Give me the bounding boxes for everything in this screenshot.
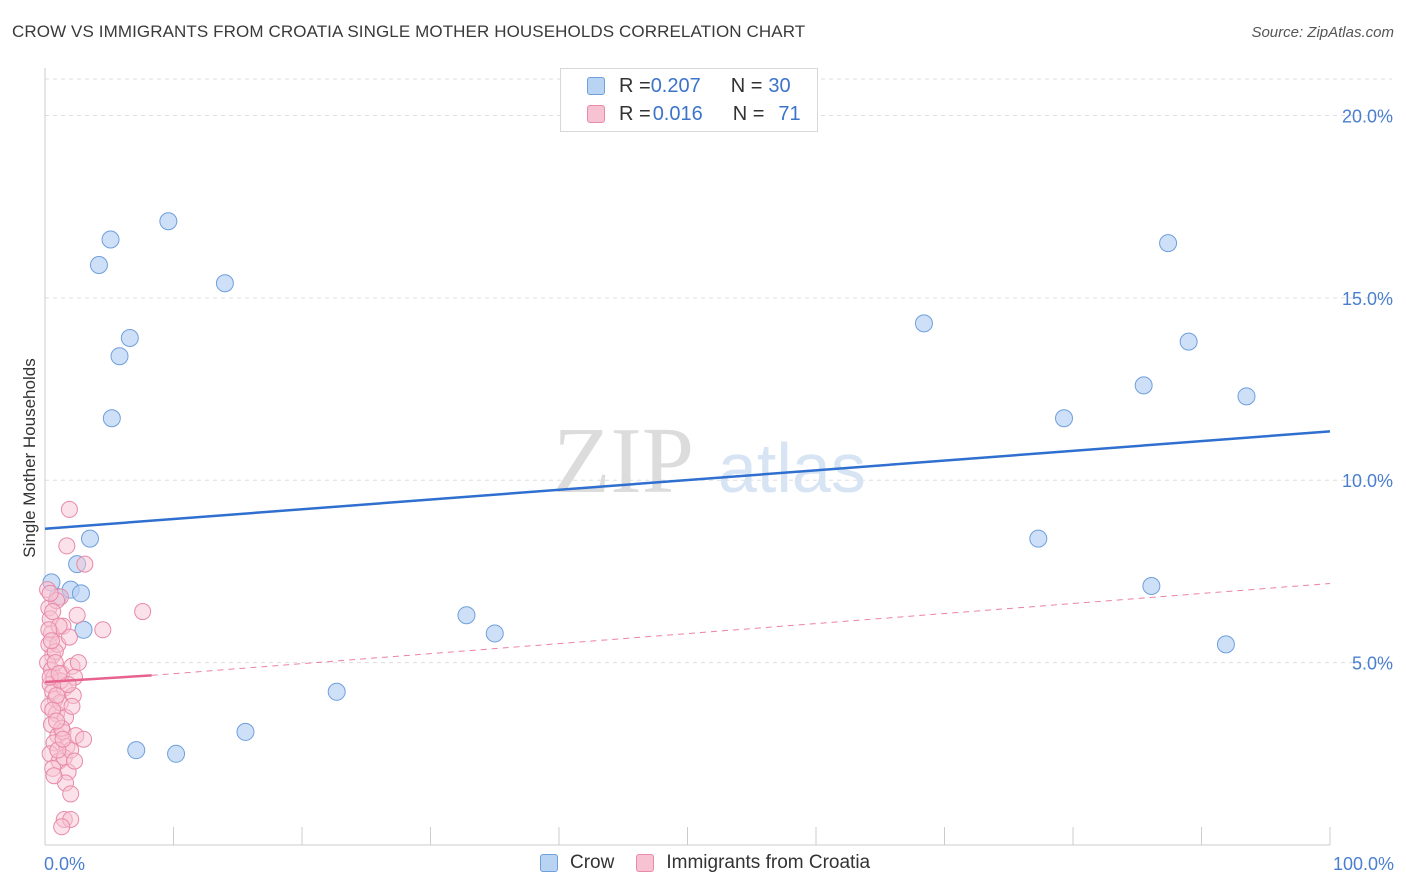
croatia-point bbox=[94, 621, 112, 639]
croatia-point bbox=[66, 752, 84, 770]
correlation-legend: R = 0.207 N = 30 R = 0.016 N = 71 bbox=[560, 68, 818, 132]
croatia-point bbox=[134, 603, 152, 621]
series-label-crow: Crow bbox=[570, 852, 615, 873]
crow-point bbox=[167, 744, 186, 763]
crow-point bbox=[101, 230, 120, 249]
croatia-point bbox=[58, 537, 76, 555]
crow-trend-line bbox=[44, 430, 1331, 530]
axis-layer bbox=[44, 68, 1331, 846]
croatia-trend-line-extension bbox=[151, 582, 1331, 676]
crow-point bbox=[1029, 529, 1048, 548]
legend-row-croatia: R = 0.016 N = 71 bbox=[561, 101, 801, 127]
crow-point bbox=[1134, 376, 1153, 395]
croatia-point bbox=[76, 555, 94, 573]
croatia-point bbox=[42, 632, 60, 650]
crow-point bbox=[1179, 332, 1198, 351]
chart-title: CROW VS IMMIGRANTS FROM CROATIA SINGLE M… bbox=[12, 22, 806, 41]
croatia-point bbox=[75, 730, 93, 748]
crow-point bbox=[89, 256, 108, 275]
crow-point bbox=[74, 620, 93, 639]
legend-r-value-crow: 0.207 bbox=[650, 74, 701, 97]
croatia-point bbox=[48, 712, 66, 730]
watermark-zip: ZIP bbox=[553, 409, 694, 513]
x-tick-label-max: 100.0% bbox=[1333, 854, 1394, 874]
tick-labels: 0.0% 100.0% 5.0% 10.0% 15.0% 20.0% bbox=[44, 106, 1394, 874]
trend-layer bbox=[44, 430, 1331, 684]
legend-r-label: R = bbox=[619, 102, 651, 125]
y-tick-label: 20.0% bbox=[1342, 106, 1393, 126]
croatia-point bbox=[44, 603, 62, 621]
legend-n-value-crow: 30 bbox=[768, 74, 791, 97]
crow-point bbox=[1055, 409, 1074, 428]
watermark: ZIP atlas bbox=[553, 409, 866, 513]
legend-swatch-croatia bbox=[587, 105, 605, 123]
crow-point bbox=[1159, 234, 1178, 253]
source-label: Source: ZipAtlas.com bbox=[1251, 24, 1394, 41]
croatia-point bbox=[53, 818, 71, 836]
points-layer bbox=[39, 212, 1256, 836]
legend-row-crow: R = 0.207 N = 30 bbox=[561, 73, 791, 99]
crow-point bbox=[485, 624, 504, 643]
series-swatch-crow bbox=[540, 854, 558, 872]
legend-swatch-crow bbox=[587, 77, 605, 95]
y-tick-label: 15.0% bbox=[1342, 289, 1393, 309]
croatia-point bbox=[54, 730, 72, 748]
croatia-point bbox=[63, 697, 81, 715]
y-tick-label: 5.0% bbox=[1352, 654, 1393, 674]
croatia-point bbox=[41, 584, 59, 602]
crow-point bbox=[120, 328, 139, 347]
crow-point bbox=[1237, 387, 1256, 406]
crow-point bbox=[327, 682, 346, 701]
crow-point bbox=[127, 741, 146, 760]
legend-r-value-croatia: 0.016 bbox=[652, 102, 703, 125]
croatia-trend-line bbox=[44, 674, 152, 684]
legend-n-value-croatia: 71 bbox=[778, 102, 801, 125]
series-legend-crow[interactable]: Crow bbox=[540, 852, 614, 874]
crow-point bbox=[159, 212, 178, 231]
crow-point bbox=[110, 347, 129, 366]
crow-point bbox=[236, 722, 255, 741]
croatia-point bbox=[45, 767, 63, 785]
croatia-point bbox=[60, 628, 78, 646]
croatia-point bbox=[68, 606, 86, 624]
crow-point bbox=[914, 314, 933, 333]
crow-point bbox=[71, 584, 90, 603]
crow-point bbox=[102, 409, 121, 428]
crow-point bbox=[80, 529, 99, 548]
crow-point bbox=[1216, 635, 1235, 654]
croatia-point bbox=[60, 500, 78, 518]
croatia-point bbox=[69, 654, 87, 672]
series-label-croatia: Immigrants from Croatia bbox=[666, 852, 871, 873]
croatia-point bbox=[62, 785, 80, 803]
legend-n-label: N = bbox=[730, 74, 763, 97]
series-swatch-croatia bbox=[636, 854, 655, 872]
croatia-point bbox=[50, 665, 68, 683]
series-legend: Crow Immigrants from Croatia bbox=[540, 852, 892, 874]
crow-point bbox=[1142, 577, 1161, 596]
crow-point bbox=[457, 606, 476, 625]
grid-layer bbox=[45, 78, 1392, 664]
series-legend-croatia[interactable]: Immigrants from Croatia bbox=[636, 852, 870, 874]
legend-n-label: N = bbox=[732, 102, 765, 125]
legend-r-label: R = bbox=[619, 74, 651, 97]
x-tick-label-min: 0.0% bbox=[44, 854, 85, 874]
crow-point bbox=[215, 274, 234, 293]
y-tick-label: 10.0% bbox=[1342, 471, 1393, 491]
